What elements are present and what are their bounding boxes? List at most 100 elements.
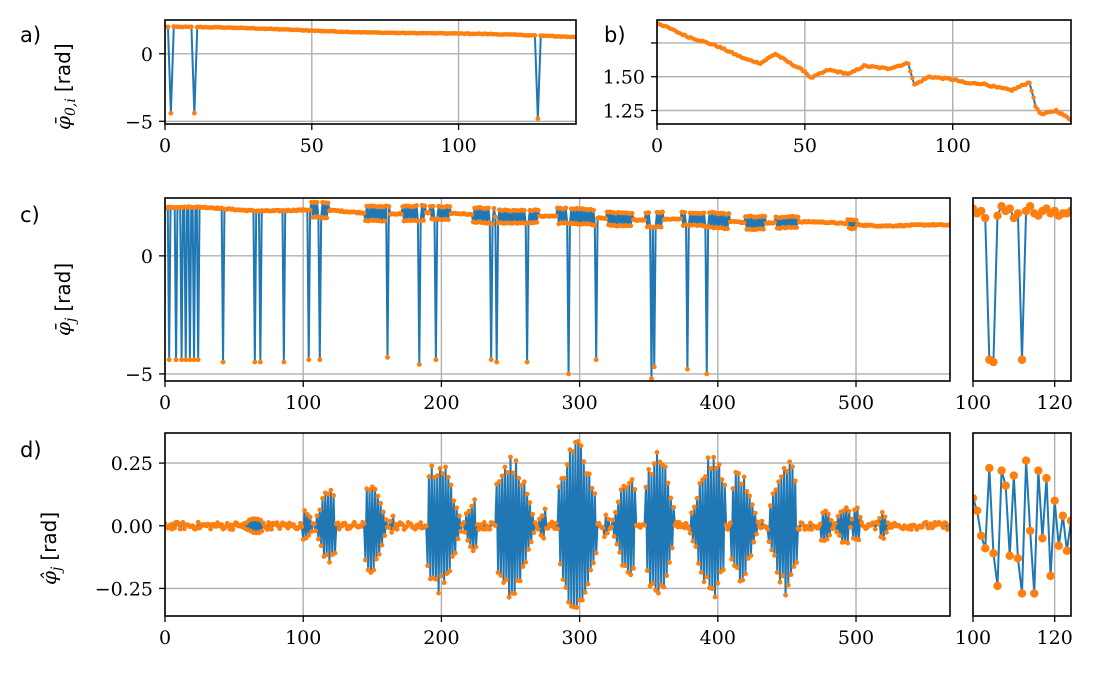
panel-d-ytick-label-0: 0.25 [111,453,153,475]
panel-d-point-185 [418,520,424,525]
panel-a-point-126 [532,33,538,38]
panel-d-point-459 [796,527,802,532]
panel-c-point-194 [430,203,436,209]
panel-c-point-312 [593,357,599,363]
panel-d-point-439 [769,547,775,553]
panel-d-point-428 [754,531,759,537]
panel-d-point-449 [783,592,788,598]
panel-c-series [165,199,950,381]
panel-d-point-380 [687,530,693,536]
panel-a-xtick-label-0: 0 [159,135,171,157]
panel-c-inset: 100 120 [955,197,1073,414]
panel-c-point-15 [183,357,189,363]
panel-d-point-320 [604,530,610,536]
panel-d-point-265 [528,539,534,545]
panel-c-inset-point-2 [976,206,986,216]
panel-d-point-446 [778,474,784,480]
panel-letter-b: b) [604,23,626,47]
svg-text:φ̄j[rad]: φ̄j [rad] [51,263,79,336]
panel-c-point-260 [521,208,527,213]
panel-d-point-520 [881,536,887,541]
panel-d-point-501 [855,505,860,511]
panel-d-point-104 [306,532,312,538]
panel-d-point-285 [556,484,562,490]
panel-c-point-433 [761,226,766,232]
panel-d-point-122 [331,493,337,498]
panel-d-point-254 [513,458,519,464]
panel-d-point-381 [689,510,694,516]
panel-d-point-198 [436,590,442,596]
panel-c-ytick-label-1: −5 [125,364,153,386]
panel-d-inset-series [973,456,1071,598]
panel-c-point-86 [281,359,287,365]
panel-d-point-455 [791,564,797,570]
panel-c-point-290 [563,205,569,211]
panel-d-point-33 [208,526,214,532]
panel-d-point-117 [324,552,330,558]
panel-d-point-231 [481,520,487,525]
ylabel-d-symbol: φ̂ [37,571,61,585]
panel-d-point-474 [817,521,823,527]
panel-d-point-206 [447,568,453,574]
panel-c-xtick-label-2: 200 [423,392,459,414]
panel-d-point-318 [602,534,607,540]
panel-c-inset-point-24 [1066,206,1071,216]
panel-c-point-350 [646,210,652,216]
panel-d-point-452 [787,459,793,465]
panel-d-point-411 [730,486,736,491]
panel-d-point-328 [615,499,621,505]
panel-d-point-457 [794,560,799,565]
panel-d-point-308 [588,567,594,573]
panel-d-point-152 [372,486,378,492]
panel-d-point-105 [307,514,313,520]
panel-c-point-359 [658,224,664,230]
panel-d-point-291 [564,462,570,467]
panel-d-point-253 [512,591,518,596]
panel-d-point-317 [600,525,606,531]
panel-d-inset-point-5 [989,549,998,558]
panel-d-point-410 [729,556,735,562]
panel-c-point-118 [325,200,331,206]
panel-c-point-65 [252,359,258,365]
panel-c-inset-line [973,205,1071,364]
panel-b: 0 50 100 1.50 1.25 [603,19,1072,157]
panel-c-point-238 [491,205,497,211]
panel-c-point-159 [382,218,388,224]
panel-d-point-217 [462,529,468,535]
panel-d-point-447 [780,573,786,579]
panel-d-point-249 [506,594,512,600]
panel-d-point-75 [266,520,272,525]
panel-c-point-117 [324,215,330,221]
panel-d-point-11 [177,526,183,532]
panel-d-point-302 [579,597,585,603]
panel-d-point-112 [317,507,323,513]
panel-d-point-260 [521,479,527,485]
panel-d-point-409 [727,520,733,526]
panel-d-inset-point-8 [1001,481,1010,490]
panel-d-point-221 [468,544,473,550]
panel-d-point-421 [744,488,750,494]
panel-d-point-208 [450,554,455,559]
panel-d-inset-point-6 [993,581,1002,591]
panel-d-point-497 [849,516,855,522]
panel-d-point-424 [748,553,754,558]
panel-c-point-237 [490,221,495,227]
panel-a-xtick-label-1: 50 [300,135,324,157]
panel-c-point-240 [494,359,500,365]
panel-d-point-163 [387,518,393,524]
panel-d-point-246 [502,464,508,470]
panel-letter-a: a) [20,23,41,47]
panel-c-inset-point-9 [1005,204,1014,213]
panel-d-point-495 [846,508,852,514]
panel-c-xtick-label-3: 300 [561,392,597,414]
panel-d-point-49 [230,527,236,532]
panel-b-point-195 [1027,80,1032,85]
panel-c-point-162 [386,203,392,209]
panel-c-inset-xtick-label-0: 100 [955,392,991,414]
panel-b-point-132 [908,68,913,74]
panel-c-point-310 [591,207,596,213]
panel-d-point-304 [582,590,588,595]
panel-d-point-491 [841,508,846,514]
panel-c-line [165,201,950,380]
panel-d-xtick-label-3: 300 [561,627,597,649]
